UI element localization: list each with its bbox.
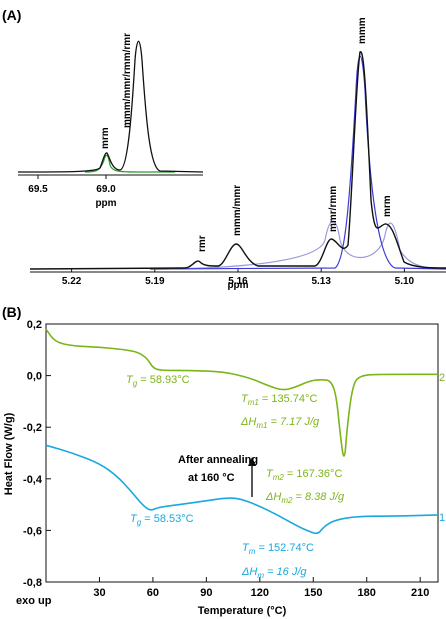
dsc-y-tick-label: -0,4: [23, 474, 43, 486]
dsc-x-tick-label: 90: [200, 587, 212, 599]
inset-x-label: ppm: [95, 198, 116, 209]
nmr-peak-label-mmm-mmr: mmm/mmr: [232, 185, 243, 236]
inset-x-tick-label: 69.5: [28, 184, 48, 195]
inset-peak-label-mrm: mrm: [100, 127, 111, 149]
nmr-fit-minor-components: [149, 220, 446, 270]
nmr-main-spectrum: 5.22 5.19 5.16 5.13 5.10 ppm rmr mmm/mmr mmr…: [29, 17, 446, 291]
inset-fit-line: [84, 154, 175, 173]
dsc-y-label: Heat Flow (W/g): [3, 412, 15, 495]
blue-tg-annotation: Tg = 58.53°C: [130, 513, 194, 527]
nmr-x-tick-label: 5.19: [145, 276, 165, 287]
annealing-note-line1: After annealing: [178, 454, 258, 466]
nmr-x-tick-label: 5.10: [395, 276, 415, 287]
nmr-experimental-line: [29, 51, 446, 270]
green-tg-annotation: Tg = 58.93°C: [126, 374, 190, 388]
annealing-note-line2: at 160 °C: [188, 472, 235, 484]
nmr-x-label: ppm: [227, 280, 248, 291]
dsc-y-tick-label: -0,8: [23, 577, 42, 589]
green-tm2-annotation: Tm2 = 167.36°C: [266, 468, 342, 482]
dsc-corner-label: exo up: [16, 595, 52, 607]
dsc-x-tick-label: 120: [251, 587, 269, 599]
dsc-curve-green: [45, 328, 438, 457]
dsc-x-tick-label: 60: [147, 587, 159, 599]
nmr-x-tick-label: 5.13: [311, 276, 331, 287]
nmr-x-tick-label: 5.22: [62, 276, 82, 287]
blue-tm-annotation: Tm = 152.74°C: [242, 542, 314, 556]
inset-peak-label-mmm-mmr-rmm-rmr: mmm/mmr/rmm/rmr: [122, 33, 133, 128]
panel-b-label: (B): [2, 304, 21, 320]
green-tm1-annotation: Tm1 = 135.74°C: [241, 393, 317, 407]
dsc-y-tick-label: 0,2: [27, 319, 42, 331]
dsc-x-tick-label: 210: [411, 587, 429, 599]
inset-x-tick-label: 69.0: [96, 184, 116, 195]
nmr-fit-mmm-component: [149, 55, 446, 270]
dsc-x-tick-label: 180: [358, 587, 376, 599]
nmr-x-tick-label: 5.16: [228, 276, 248, 287]
dsc-x-tick-label: 30: [93, 587, 105, 599]
dsc-y-tick-label: 0,0: [27, 371, 42, 383]
nmr-peak-label-mrm: mrm: [382, 195, 393, 217]
blue-dhm-annotation: ΔHm = 16 J/g: [241, 566, 307, 580]
annealing-arrowhead: [248, 457, 256, 466]
dsc-series-label-blue: 1: [439, 512, 445, 524]
nmr-peak-label-mmm: mmm: [357, 17, 368, 44]
nmr-inset-spectrum: 69.5 69.0 ppm mrm mmm/mmr/rmm/rmr: [17, 33, 204, 209]
inset-experimental-line: [17, 40, 204, 173]
green-dhm1-annotation: ΔHm1 = 7.17 J/g: [240, 416, 320, 430]
panel-a-label: (A): [2, 7, 21, 23]
dsc-plot-frame: [45, 323, 439, 583]
green-dhm2-annotation: ΔHm2 = 8.38 J/g: [265, 491, 345, 505]
dsc-y-tick-label: -0,2: [23, 422, 42, 434]
dsc-curve-blue: [45, 444, 439, 535]
nmr-peak-label-mmr-rmm: mmr/rmm: [328, 186, 339, 232]
nmr-peak-label-rmr: rmr: [197, 235, 208, 252]
dsc-plot: 30 60 90 120 150 180 210 0,2 0,0 -0,2 -0,4 -0,6 -0,…: [3, 319, 445, 617]
dsc-x-label: Temperature (°C): [198, 605, 287, 617]
dsc-y-tick-label: -0,6: [23, 525, 42, 537]
dsc-x-tick-label: 150: [304, 587, 322, 599]
dsc-series-label-green: 2: [439, 372, 445, 384]
